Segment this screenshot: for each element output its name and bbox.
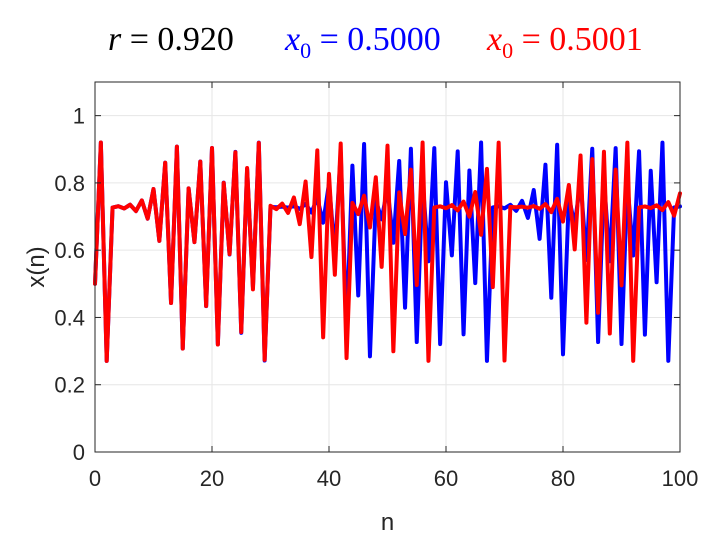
- title-part-2: x0 = 0.5000: [284, 21, 441, 63]
- y-tick-label: 0.4: [54, 305, 85, 330]
- y-tick-label: 0: [73, 440, 85, 465]
- y-tick-label: 0.8: [54, 171, 85, 196]
- chart-title: r = 0.920 x0 = 0.5000 x0 = 0.5001: [108, 21, 643, 63]
- series-lines: [93, 140, 682, 363]
- x-axis-label: n: [381, 509, 394, 536]
- x-tick-label: 20: [200, 466, 224, 491]
- axes: 0 20 40 60 80 100 0 0.2 0.4 0.6 0.8 1: [54, 81, 699, 491]
- title-part-1: r = 0.920: [108, 21, 234, 58]
- y-tick-label: 0.2: [54, 373, 85, 398]
- plot-box: [94, 81, 681, 453]
- x-tick-label: 80: [551, 466, 575, 491]
- series-line-2: [93, 140, 682, 363]
- x-tick-label: 100: [662, 466, 699, 491]
- y-tick-label: 0.6: [54, 238, 85, 263]
- x-tick-label: 60: [434, 466, 458, 491]
- x-tick-label: 40: [317, 466, 341, 491]
- grid-lines: [94, 82, 681, 453]
- x-tick-label: 0: [89, 466, 101, 491]
- title-part-3: x0 = 0.5001: [486, 21, 643, 63]
- y-tick-label: 1: [73, 104, 85, 129]
- y-axis-label: x(n): [23, 246, 50, 287]
